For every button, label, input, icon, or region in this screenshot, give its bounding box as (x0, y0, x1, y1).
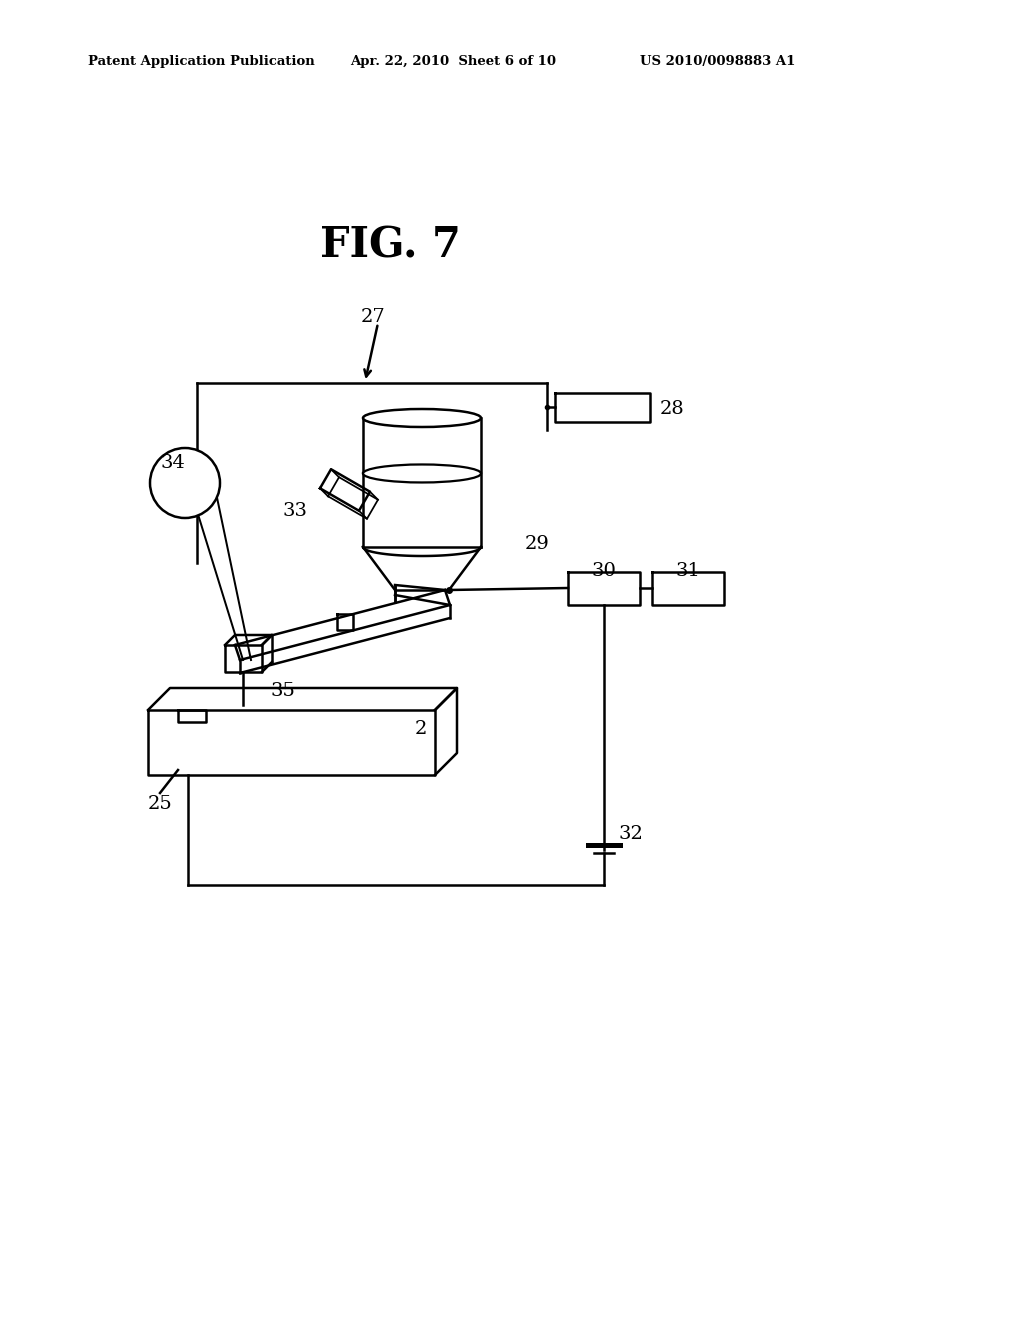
Text: 33: 33 (282, 502, 307, 520)
Circle shape (150, 447, 220, 517)
Text: 31: 31 (676, 562, 700, 579)
Text: 28: 28 (660, 400, 685, 418)
Text: 32: 32 (618, 825, 643, 843)
Text: 27: 27 (360, 308, 385, 326)
Text: FIG. 7: FIG. 7 (319, 224, 461, 267)
Text: 34: 34 (160, 454, 185, 473)
Text: 35: 35 (270, 682, 295, 700)
Text: 29: 29 (525, 535, 550, 553)
Text: 30: 30 (592, 562, 616, 579)
Text: US 2010/0098883 A1: US 2010/0098883 A1 (640, 55, 796, 69)
Ellipse shape (362, 409, 481, 426)
Text: Patent Application Publication: Patent Application Publication (88, 55, 314, 69)
Ellipse shape (362, 465, 481, 483)
Text: Apr. 22, 2010  Sheet 6 of 10: Apr. 22, 2010 Sheet 6 of 10 (350, 55, 556, 69)
Text: 2: 2 (415, 719, 427, 738)
Text: 25: 25 (148, 795, 173, 813)
